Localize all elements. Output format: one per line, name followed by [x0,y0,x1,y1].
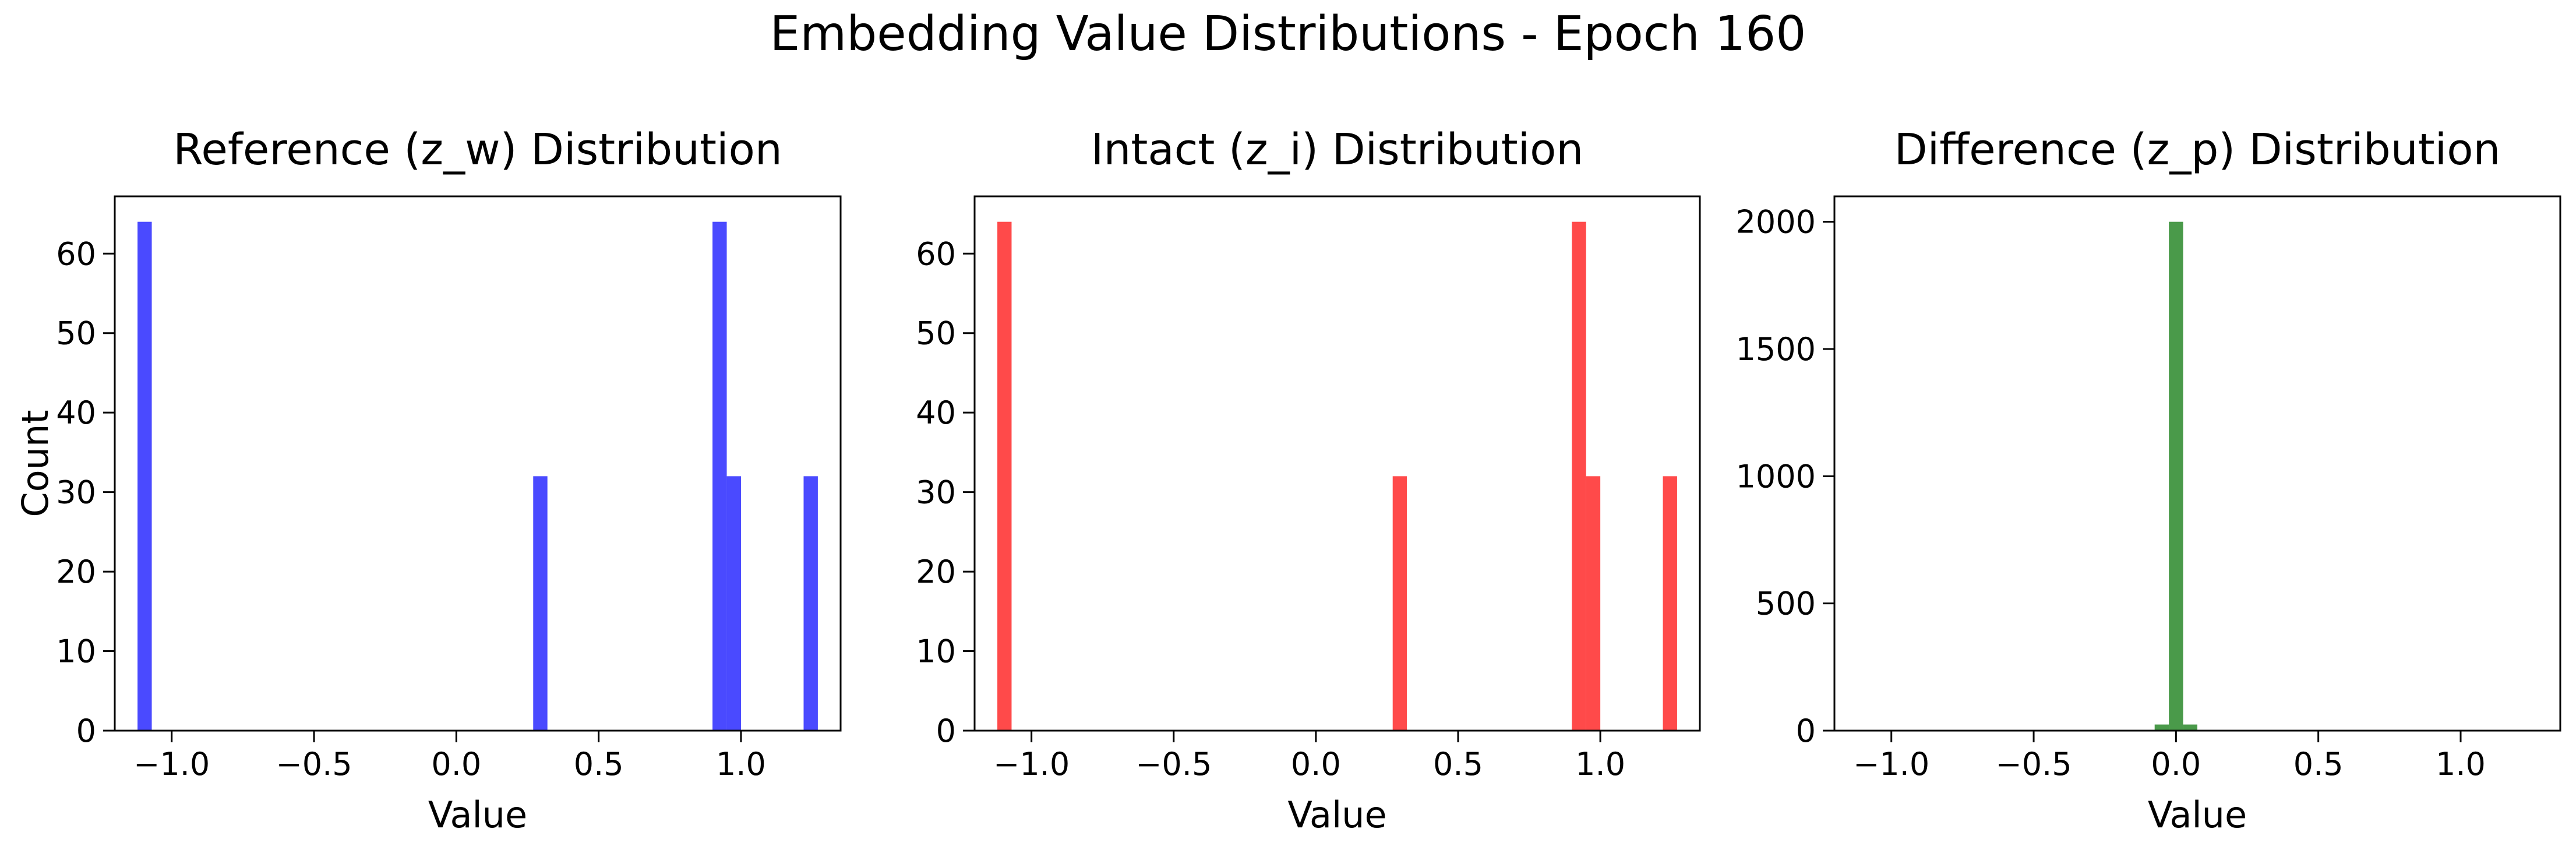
x-tick-label: 1.0 [1575,746,1625,782]
x-tick-label: −1.0 [1853,746,1929,782]
panel-title: Reference (z_w) Distribution [173,125,782,175]
y-tick-label: 40 [56,394,96,431]
y-tick-label: 0 [1796,713,1816,749]
y-tick-label: 10 [916,633,956,670]
y-tick-label: 500 [1756,586,1816,622]
histogram-bar [997,221,1012,731]
panel-title: Difference (z_p) Distribution [1894,125,2501,175]
x-tick-label: 1.0 [2436,746,2486,782]
x-axis-label: Value [1287,794,1386,836]
y-tick-label: 50 [56,315,96,352]
x-tick-label: −1.0 [133,746,210,782]
x-tick-label: −1.0 [993,746,1070,782]
histogram-bar [2183,724,2197,731]
x-tick-label: 0.5 [574,746,624,782]
x-tick-label: 0.0 [431,746,481,782]
y-tick-label: 60 [916,235,956,272]
y-tick-label: 0 [936,713,956,749]
histogram-bar [803,476,818,731]
y-tick-label: 0 [76,713,96,749]
y-tick-label: 1500 [1736,331,1816,368]
histogram-bar [1572,221,1586,731]
y-tick-label: 40 [916,394,956,431]
x-tick-label: 0.5 [1433,746,1483,782]
x-axis-label: Value [428,794,527,836]
histogram-bar [533,476,548,731]
y-tick-label: 30 [916,474,956,511]
plot-frame [973,195,1701,732]
panel-1: −1.0 −0.5 0.0 0.5 1.0 0 10 20 30 40 50 60 Reference … [14,125,842,836]
x-tick-label: 0.0 [2151,746,2201,782]
figure-title: Embedding Value Distributions - Epoch 16… [770,6,1806,62]
y-axis-label: Count [14,410,57,517]
y-tick-label: 50 [916,315,956,352]
x-tick-label: 0.0 [1291,746,1341,782]
y-tick-label: 20 [56,554,96,590]
histogram-bar [1586,476,1601,731]
histogram-bar [1663,476,1677,731]
y-tick-label: 20 [916,554,956,590]
y-tick-label: 10 [56,633,96,670]
panel-2: −1.0 −0.5 0.0 0.5 1.0 0 10 20 30 40 50 60 Intact (z_… [916,125,1701,836]
histogram-bar [1392,476,1407,731]
panels: −1.0 −0.5 0.0 0.5 1.0 0 10 20 30 40 50 60 Reference … [14,125,2561,836]
x-tick-label: −0.5 [1995,746,2072,782]
plot-frame [114,195,842,732]
panel-3: −1.0 −0.5 0.0 0.5 1.0 0 500 1000 1500 2000 Differe… [1736,125,2561,836]
x-axis-label: Value [2148,794,2247,836]
y-tick-label: 60 [56,235,96,272]
histogram-bar [137,221,152,731]
y-tick-label: 1000 [1736,458,1816,495]
y-tick-label: 30 [56,474,96,511]
x-tick-label: −0.5 [1135,746,1212,782]
histogram-bar [712,221,727,731]
x-tick-label: 1.0 [716,746,766,782]
plot-frame [1833,195,2561,732]
y-tick-label: 2000 [1736,204,1816,241]
histogram-bar [726,476,741,731]
x-tick-label: 0.5 [2293,746,2344,782]
histogram-bar [2154,724,2169,731]
x-tick-label: −0.5 [276,746,352,782]
histogram-bar [2169,221,2183,731]
panel-title: Intact (z_i) Distribution [1091,125,1584,175]
